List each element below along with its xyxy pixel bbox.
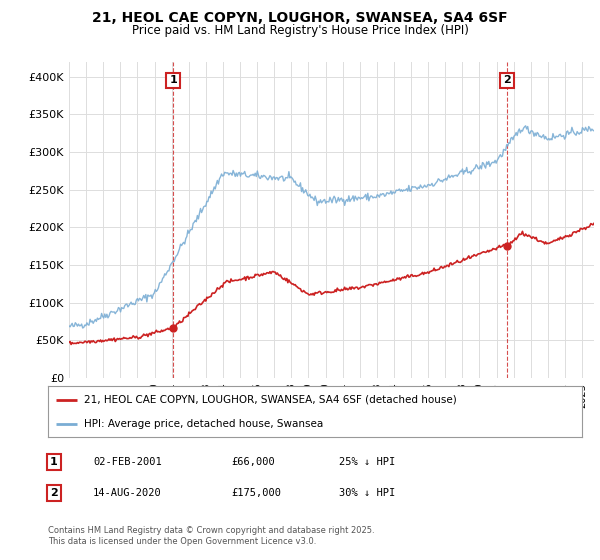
Text: 2: 2	[503, 76, 511, 86]
Text: 21, HEOL CAE COPYN, LOUGHOR, SWANSEA, SA4 6SF: 21, HEOL CAE COPYN, LOUGHOR, SWANSEA, SA…	[92, 11, 508, 25]
Text: £66,000: £66,000	[231, 457, 275, 467]
Text: 1: 1	[50, 457, 58, 467]
Text: HPI: Average price, detached house, Swansea: HPI: Average price, detached house, Swan…	[85, 419, 323, 429]
Text: 1: 1	[169, 76, 177, 86]
Text: 02-FEB-2001: 02-FEB-2001	[93, 457, 162, 467]
Text: 21, HEOL CAE COPYN, LOUGHOR, SWANSEA, SA4 6SF (detached house): 21, HEOL CAE COPYN, LOUGHOR, SWANSEA, SA…	[85, 394, 457, 404]
Text: Price paid vs. HM Land Registry's House Price Index (HPI): Price paid vs. HM Land Registry's House …	[131, 24, 469, 36]
Text: 14-AUG-2020: 14-AUG-2020	[93, 488, 162, 498]
Text: 30% ↓ HPI: 30% ↓ HPI	[339, 488, 395, 498]
Text: Contains HM Land Registry data © Crown copyright and database right 2025.
This d: Contains HM Land Registry data © Crown c…	[48, 526, 374, 546]
Text: 25% ↓ HPI: 25% ↓ HPI	[339, 457, 395, 467]
Text: 2: 2	[50, 488, 58, 498]
Text: £175,000: £175,000	[231, 488, 281, 498]
